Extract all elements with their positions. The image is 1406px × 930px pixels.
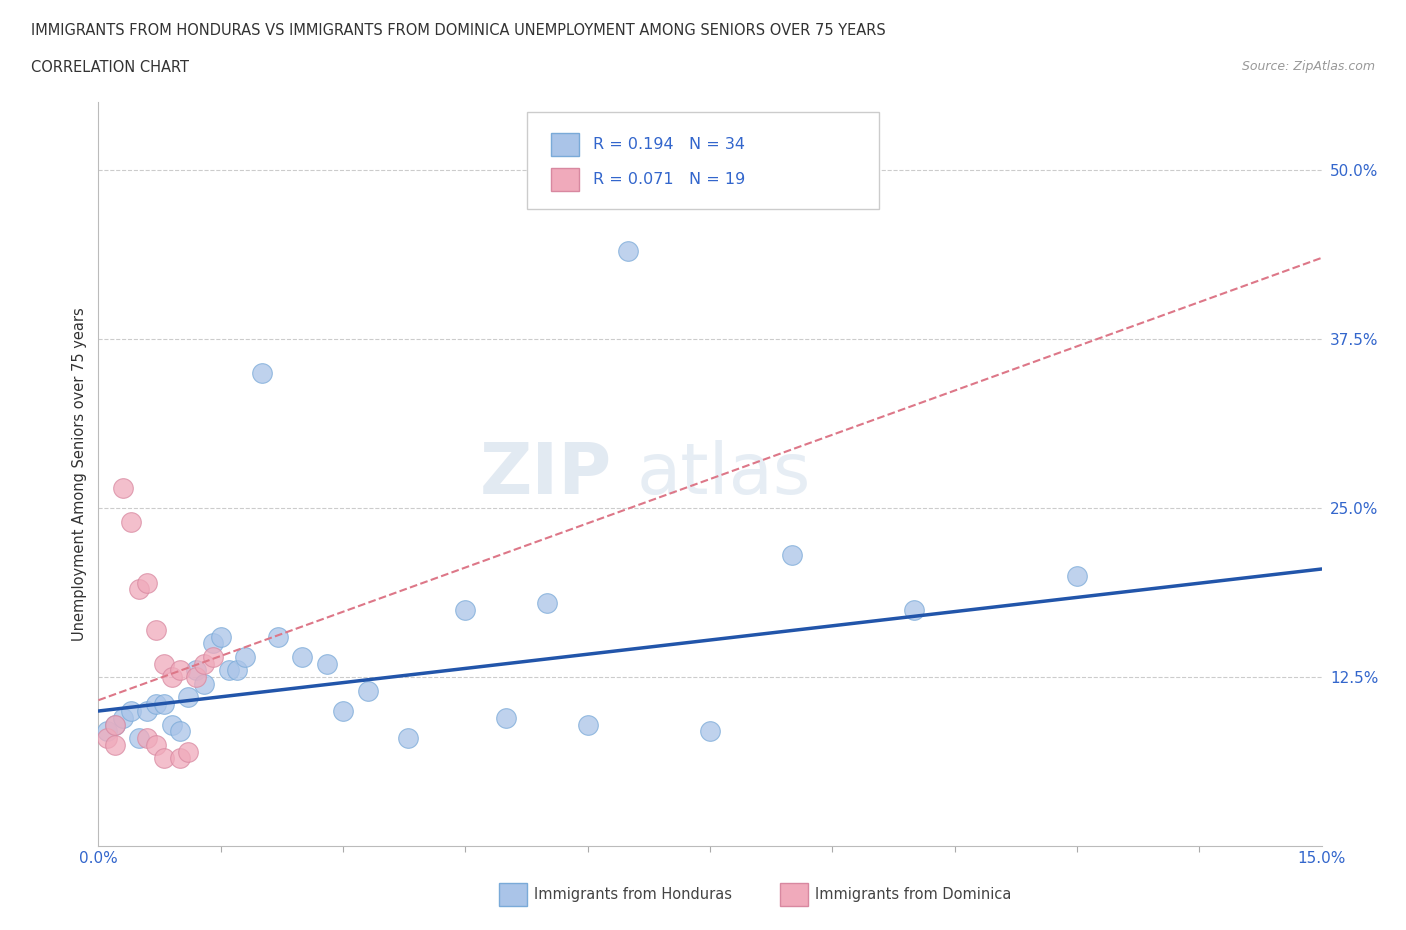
Point bbox=[128, 731, 150, 746]
Point bbox=[160, 717, 183, 732]
Point bbox=[145, 697, 167, 711]
Point bbox=[136, 704, 159, 719]
Point bbox=[96, 731, 118, 746]
Point bbox=[536, 595, 558, 610]
Point bbox=[177, 744, 200, 759]
Point bbox=[356, 684, 378, 698]
Point bbox=[291, 649, 314, 664]
Point bbox=[186, 663, 208, 678]
Text: R = 0.071   N = 19: R = 0.071 N = 19 bbox=[593, 172, 745, 187]
Point bbox=[193, 657, 215, 671]
Point bbox=[177, 690, 200, 705]
Text: Immigrants from Dominica: Immigrants from Dominica bbox=[815, 887, 1012, 902]
Text: R = 0.194   N = 34: R = 0.194 N = 34 bbox=[593, 137, 745, 152]
Text: CORRELATION CHART: CORRELATION CHART bbox=[31, 60, 188, 75]
Point bbox=[128, 582, 150, 597]
Point bbox=[145, 622, 167, 637]
Point bbox=[780, 548, 803, 563]
Text: Source: ZipAtlas.com: Source: ZipAtlas.com bbox=[1241, 60, 1375, 73]
Point bbox=[169, 724, 191, 738]
Point bbox=[1066, 568, 1088, 583]
Point bbox=[315, 657, 337, 671]
Point bbox=[396, 731, 419, 746]
Point bbox=[136, 575, 159, 590]
Text: Immigrants from Honduras: Immigrants from Honduras bbox=[534, 887, 733, 902]
Point bbox=[120, 704, 142, 719]
Point bbox=[201, 649, 224, 664]
Point bbox=[111, 481, 134, 496]
Point bbox=[104, 737, 127, 752]
Point bbox=[617, 244, 640, 259]
Point bbox=[267, 630, 290, 644]
Point bbox=[104, 717, 127, 732]
Point bbox=[136, 731, 159, 746]
Point bbox=[201, 636, 224, 651]
Point bbox=[152, 697, 174, 711]
Point bbox=[145, 737, 167, 752]
Point bbox=[495, 711, 517, 725]
Text: ZIP: ZIP bbox=[479, 440, 612, 509]
Point bbox=[104, 717, 127, 732]
Point bbox=[233, 649, 256, 664]
Point bbox=[169, 751, 191, 765]
Point bbox=[96, 724, 118, 738]
Point bbox=[111, 711, 134, 725]
Point bbox=[152, 657, 174, 671]
Point bbox=[699, 724, 721, 738]
Point bbox=[226, 663, 249, 678]
Point bbox=[120, 514, 142, 529]
Point bbox=[332, 704, 354, 719]
Point bbox=[903, 602, 925, 617]
Point bbox=[193, 676, 215, 691]
Point bbox=[169, 663, 191, 678]
Point bbox=[250, 365, 273, 380]
Text: IMMIGRANTS FROM HONDURAS VS IMMIGRANTS FROM DOMINICA UNEMPLOYMENT AMONG SENIORS : IMMIGRANTS FROM HONDURAS VS IMMIGRANTS F… bbox=[31, 23, 886, 38]
Point bbox=[576, 717, 599, 732]
Text: atlas: atlas bbox=[637, 440, 811, 509]
Point bbox=[209, 630, 232, 644]
Point bbox=[454, 602, 477, 617]
Point bbox=[160, 670, 183, 684]
Point bbox=[186, 670, 208, 684]
Y-axis label: Unemployment Among Seniors over 75 years: Unemployment Among Seniors over 75 years bbox=[72, 308, 87, 641]
Point bbox=[218, 663, 240, 678]
Point bbox=[152, 751, 174, 765]
